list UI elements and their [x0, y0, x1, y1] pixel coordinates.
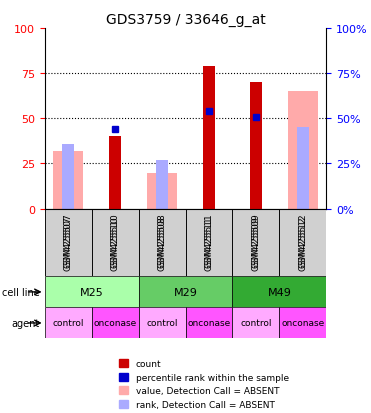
Text: GSM425509: GSM425509	[252, 213, 260, 267]
Bar	[288, 92, 318, 209]
Text: GSM425511: GSM425511	[204, 213, 213, 267]
Bar	[109, 137, 121, 209]
Text: GSM425510: GSM425510	[111, 213, 119, 267]
FancyBboxPatch shape	[233, 209, 279, 277]
Text: control: control	[52, 319, 84, 328]
FancyBboxPatch shape	[45, 308, 92, 339]
Text: control: control	[146, 319, 178, 328]
FancyBboxPatch shape	[138, 277, 233, 308]
Text: onconase: onconase	[93, 319, 137, 328]
Bar	[203, 67, 215, 209]
FancyBboxPatch shape	[279, 308, 326, 339]
Text: GSM425512: GSM425512	[299, 216, 308, 271]
FancyBboxPatch shape	[186, 209, 233, 277]
FancyBboxPatch shape	[138, 209, 186, 277]
Text: onconase: onconase	[281, 319, 325, 328]
Text: GSM425509: GSM425509	[252, 216, 260, 271]
Text: agent: agent	[12, 318, 40, 328]
Bar	[62, 144, 74, 209]
Text: GSM425512: GSM425512	[299, 213, 308, 267]
Bar	[147, 173, 177, 209]
FancyBboxPatch shape	[138, 308, 186, 339]
FancyBboxPatch shape	[45, 209, 92, 277]
Text: onconase: onconase	[187, 319, 231, 328]
Text: M29: M29	[174, 287, 197, 297]
Text: GSM425508: GSM425508	[158, 216, 167, 271]
Text: GSM425511: GSM425511	[204, 216, 213, 271]
FancyBboxPatch shape	[92, 209, 138, 277]
Bar	[209, 112, 210, 209]
Text: M49: M49	[267, 287, 292, 297]
FancyBboxPatch shape	[279, 209, 326, 277]
FancyBboxPatch shape	[92, 308, 138, 339]
FancyBboxPatch shape	[186, 308, 233, 339]
Bar	[156, 161, 168, 209]
Text: GSM425507: GSM425507	[63, 213, 72, 267]
Text: GSM425508: GSM425508	[158, 213, 167, 267]
Text: control: control	[240, 319, 272, 328]
Bar	[53, 152, 83, 209]
Title: GDS3759 / 33646_g_at: GDS3759 / 33646_g_at	[106, 12, 265, 26]
Text: GSM425510: GSM425510	[111, 216, 119, 271]
FancyBboxPatch shape	[45, 277, 138, 308]
Bar	[297, 128, 309, 209]
Text: M25: M25	[80, 287, 104, 297]
Bar	[250, 83, 262, 209]
Text: cell line: cell line	[2, 287, 40, 297]
Legend: count, percentile rank within the sample, value, Detection Call = ABSENT, rank, : count, percentile rank within the sample…	[116, 356, 292, 413]
Text: GSM425507: GSM425507	[63, 216, 72, 271]
FancyBboxPatch shape	[233, 308, 279, 339]
FancyBboxPatch shape	[233, 277, 326, 308]
